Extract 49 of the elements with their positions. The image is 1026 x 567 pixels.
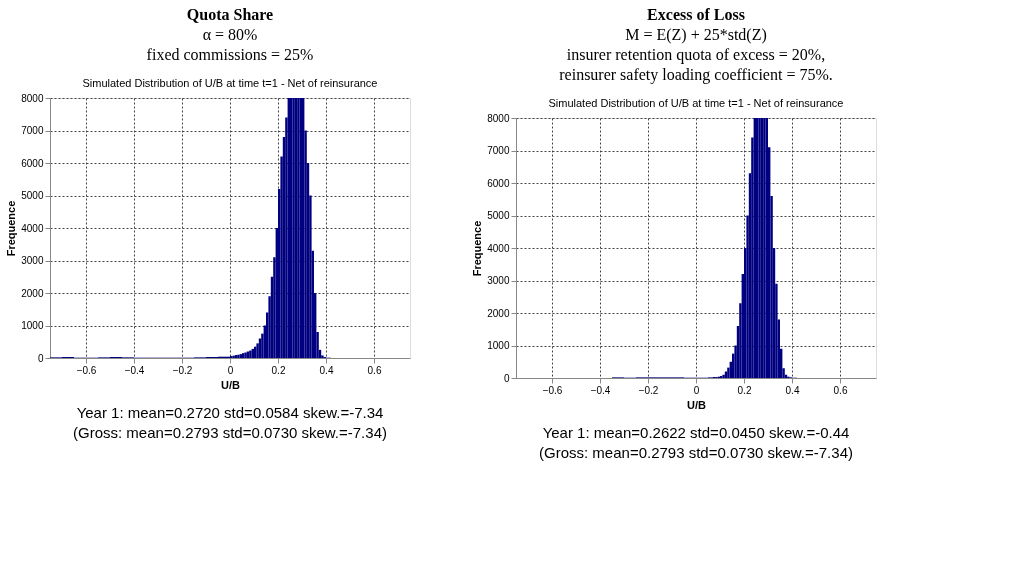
text: Year 1: mean=0.2622 std=0.0450 skew.=-0.44 (542, 424, 850, 441)
y-tick-label: 1000 (487, 340, 510, 351)
y-tick-label: 4000 (21, 222, 44, 234)
y-tick-label: 5000 (21, 190, 44, 201)
x-tick-label: 0.4 (785, 384, 800, 396)
y-tick-label: 8000 (487, 112, 510, 124)
x-tick-label: 0.6 (367, 364, 382, 376)
x-tick-label: 0 (693, 384, 700, 396)
text: insurer retention quota of excess = 20%, (566, 46, 826, 64)
y-tick-label: 0 (503, 372, 510, 384)
text: Year 1: mean=0.2720 std=0.0584 skew.=-7.34 (76, 404, 384, 421)
y-tick-label: 5000 (487, 210, 510, 221)
x-tick-label: −0.2 (638, 384, 659, 396)
x-tick-label: −0.2 (172, 364, 193, 376)
y-tick-label: 6000 (21, 157, 44, 169)
y-axis-title: Frequence (5, 200, 18, 257)
text: fixed commissions = 25% (146, 46, 314, 63)
text: α = 80% (202, 26, 258, 43)
x-tick-label: 0 (227, 364, 234, 376)
x-tick-label: −0.4 (124, 364, 145, 376)
y-tick-label: 3000 (21, 255, 44, 266)
y-tick-label: 7000 (21, 125, 44, 136)
y-tick-label: 3000 (487, 275, 510, 286)
text: reinsurer safety loading coefficient = 75%. (559, 66, 833, 84)
y-tick-label: 7000 (487, 145, 510, 156)
y-tick-label: 0 (37, 352, 44, 364)
text: Quota Share (186, 6, 274, 23)
x-tick-label: −0.4 (590, 384, 611, 396)
x-axis-title: U/B (687, 398, 707, 411)
chart-title: Simulated Distribution of U/B at time t=1 - Net of reinsurance (82, 77, 378, 89)
x-tick-label: −0.6 (542, 384, 563, 396)
x-tick-label: 0.2 (271, 364, 286, 376)
x-tick-label: 0.6 (833, 384, 848, 396)
text: Excess of Loss (647, 6, 745, 23)
y-tick-label: 8000 (21, 92, 44, 104)
y-tick-label: 2000 (487, 307, 510, 319)
x-axis-title: U/B (221, 378, 241, 391)
text: M = E(Z) + 25*std(Z) (625, 26, 767, 44)
text: (Gross: mean=0.2793 std=0.0730 skew.=-7.34) (73, 424, 387, 441)
text: (Gross: mean=0.2793 std=0.0730 skew.=-7.34) (539, 444, 853, 461)
x-tick-label: −0.6 (76, 364, 97, 376)
y-axis-title: Frequence (471, 220, 484, 277)
chart-title: Simulated Distribution of U/B at time t=1 - Net of reinsurance (548, 97, 844, 109)
y-tick-label: 6000 (487, 177, 510, 189)
x-tick-label: 0.2 (737, 384, 752, 396)
y-tick-label: 4000 (487, 242, 510, 254)
y-tick-label: 2000 (21, 287, 44, 299)
y-tick-label: 1000 (21, 320, 44, 331)
x-tick-label: 0.4 (319, 364, 334, 376)
